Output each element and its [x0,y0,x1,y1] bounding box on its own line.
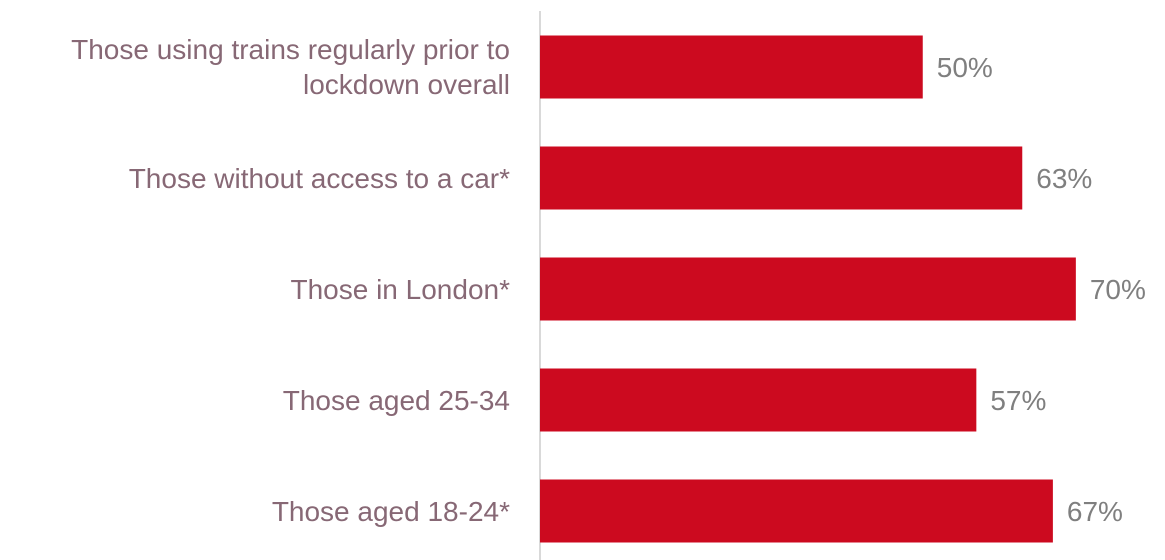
category-label-line: Those aged 25-34 [282,384,510,416]
category-label-line: Those using trains regularly prior to [71,34,510,65]
bar [540,35,923,99]
category-label-line: Those aged 18-24* [271,495,510,527]
category-label: Those aged 18-24* [0,494,510,529]
bar [540,479,1053,543]
bar [540,146,1023,210]
category-label: Those without access to a car* [0,161,510,196]
category-label-line: Those without access to a car* [128,162,510,194]
data-label: 67% [1066,496,1123,527]
data-label: 50% [936,52,993,83]
category-label: Those aged 25-34 [0,383,510,418]
data-label: 57% [990,385,1047,416]
category-label: Those in London* [0,272,510,307]
bar [540,368,977,432]
category-label-line: lockdown overall [303,69,510,100]
category-label-line: Those in London* [290,273,510,305]
data-label: 63% [1036,163,1093,194]
data-label: 70% [1089,274,1146,305]
bar [540,257,1076,321]
category-label: Those using trains regularly prior to loc… [0,32,510,102]
